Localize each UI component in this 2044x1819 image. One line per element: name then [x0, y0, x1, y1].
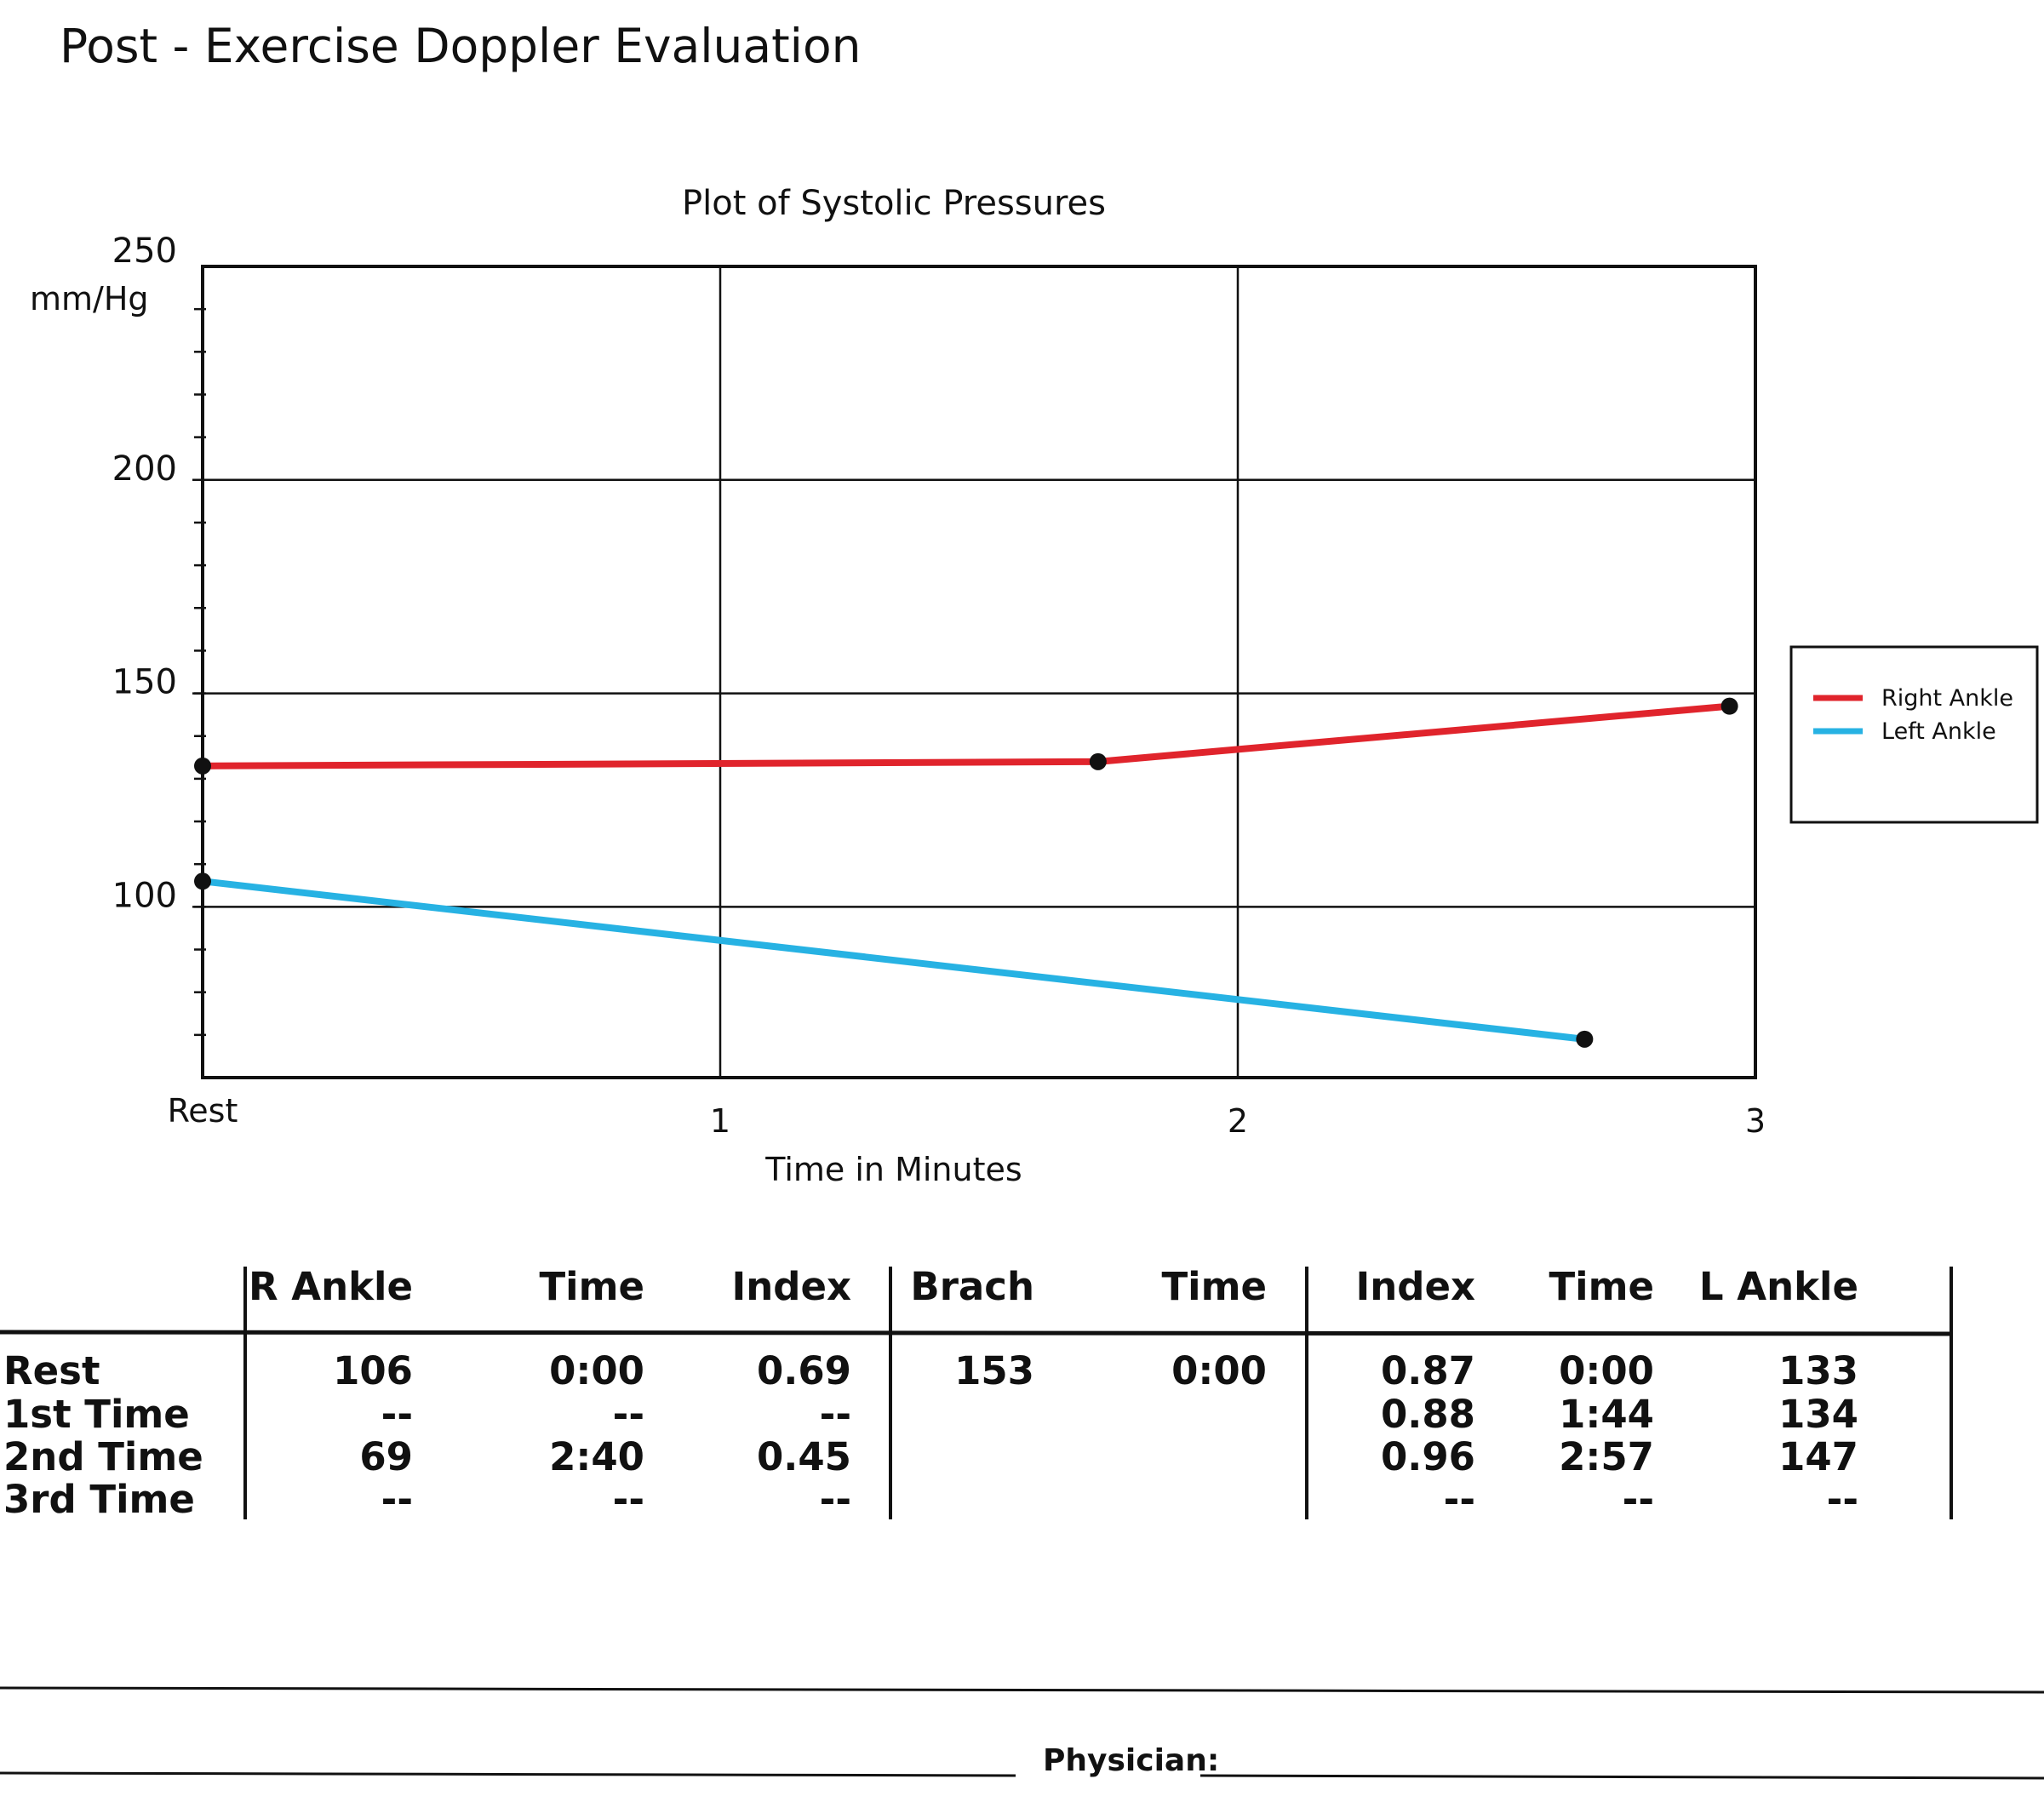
table-cell: 147: [1778, 1434, 1858, 1479]
table-cell: 0.69: [757, 1348, 851, 1393]
table-header-cell: Index: [1355, 1264, 1475, 1309]
table-row-label: 2nd Time: [3, 1434, 203, 1479]
data-point: [194, 757, 211, 775]
signature-line-top: [0, 1686, 2044, 1694]
table-cell: --: [613, 1477, 644, 1522]
table-header-cell: L Ankle: [1699, 1264, 1858, 1309]
table-cell: 2:57: [1559, 1434, 1654, 1479]
pressure-table: R Ankle Time Index Brach Time Index Time L Ankl…: [0, 1264, 1953, 1522]
table-row-label: 3rd Time: [3, 1477, 195, 1522]
table-header-cell: Time: [1161, 1264, 1267, 1309]
data-point: [1576, 1030, 1594, 1048]
legend-label: Left Ankle: [1881, 718, 1996, 745]
table-cell: 0:00: [1171, 1348, 1267, 1393]
x-tick-label: 2: [1228, 1102, 1248, 1140]
series-line-1: [199, 878, 1589, 1043]
table-cell: 0:00: [1559, 1348, 1654, 1393]
signature-area: Physician:: [0, 1686, 2044, 1780]
x-tick-label: 3: [1745, 1102, 1766, 1140]
table-cell: 134: [1778, 1392, 1858, 1437]
table-cell: 0.45: [757, 1434, 851, 1479]
table-cell: --: [820, 1477, 851, 1522]
table-cell: 106: [333, 1348, 413, 1393]
y-tick-label: 250: [112, 232, 177, 271]
systolic-pressure-chart: Plot of Systolic Pressures 250 200 150 100 mm…: [30, 184, 2039, 1188]
legend: Right Ankle Left Ankle: [1789, 645, 2039, 824]
x-tick-label: 1: [710, 1102, 730, 1140]
plot-frame: [201, 265, 1757, 1079]
table-cell: --: [1827, 1477, 1858, 1522]
page-title: Post - Exercise Doppler Evaluation: [60, 19, 862, 73]
table-cell: 133: [1778, 1348, 1858, 1393]
y-tick-label: 150: [112, 663, 177, 702]
table-header-cell: Time: [1549, 1264, 1654, 1309]
series-line-0: [199, 702, 1733, 769]
table-row-label: 1st Time: [3, 1392, 190, 1437]
data-point: [1721, 697, 1738, 715]
physician-label: Physician:: [1043, 1743, 1219, 1778]
table-header-cell: Brach: [910, 1264, 1034, 1309]
table-cell: 69: [359, 1434, 413, 1479]
data-point: [1089, 752, 1107, 770]
table-cell: --: [381, 1477, 413, 1522]
signature-line-right: [1199, 1774, 2044, 1780]
table-header-cell: Index: [731, 1264, 851, 1309]
table-header-cell: Time: [539, 1264, 644, 1309]
y-tick-label: 200: [112, 449, 177, 489]
legend-box: [1789, 645, 2039, 824]
table-cell: 1:44: [1559, 1392, 1654, 1437]
table-cell: 0.96: [1381, 1434, 1475, 1479]
legend-label: Right Ankle: [1881, 685, 2013, 712]
y-axis-label: mm/Hg: [30, 280, 149, 317]
table-cell: 2:40: [549, 1434, 644, 1479]
x-axis-label: Time in Minutes: [764, 1151, 1022, 1188]
table-cell: --: [613, 1392, 644, 1437]
y-tick-label: 100: [112, 876, 177, 915]
signature-line-left: [0, 1771, 1016, 1777]
table-header-rule: [0, 1330, 1952, 1336]
table-cell: 0.87: [1381, 1348, 1475, 1393]
table-cell: --: [1623, 1477, 1654, 1522]
table-cell: --: [381, 1392, 413, 1437]
x-tick-label: Rest: [168, 1092, 238, 1130]
data-point: [194, 872, 211, 890]
table-cell: 0.88: [1381, 1392, 1475, 1437]
table-row-label: Rest: [3, 1348, 100, 1393]
table-cell: --: [1444, 1477, 1475, 1522]
table-cell: 0:00: [549, 1348, 644, 1393]
table-header-cell: R Ankle: [249, 1264, 413, 1309]
table-cell: 153: [954, 1348, 1034, 1393]
table-cell: --: [820, 1392, 851, 1437]
chart-title: Plot of Systolic Pressures: [682, 184, 1106, 223]
